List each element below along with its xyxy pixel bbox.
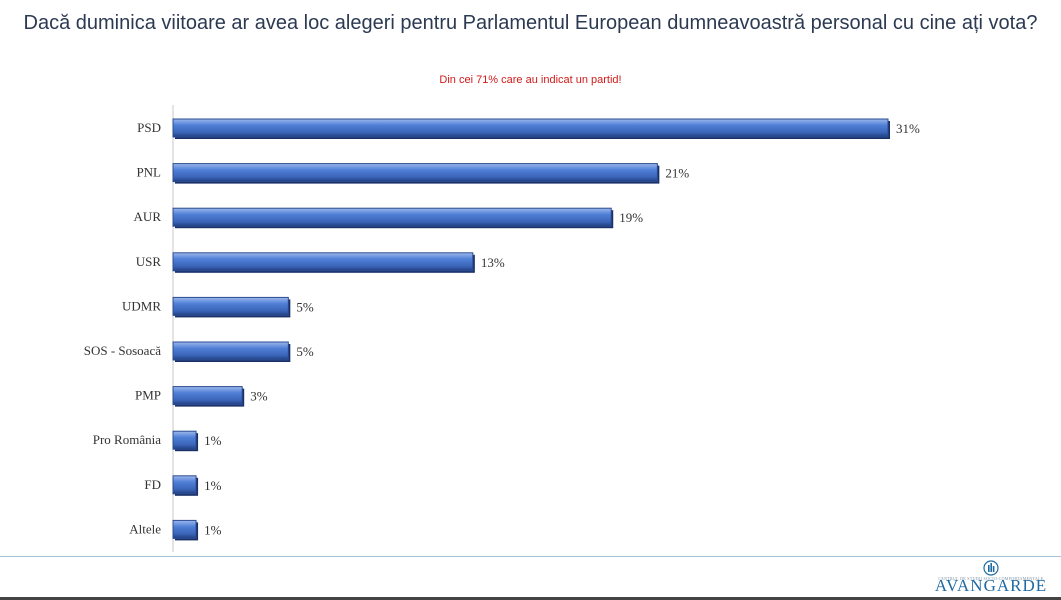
category-label: PSD	[137, 120, 161, 135]
bar-chart: PSD 31% PNL 21% AUR 19% USR 13% UDMR 5% SOS - Soso…	[84, 105, 920, 552]
bar	[172, 386, 243, 406]
category-label: PNL	[136, 165, 161, 180]
category-label: AUR	[134, 209, 162, 224]
category-label: USR	[136, 254, 162, 269]
avangarde-logo: CENTRUL DE STUDII SOCIO-COMPORTAMENTALE …	[931, 560, 1051, 598]
value-label: 31%	[896, 121, 920, 136]
value-label: 1%	[204, 522, 222, 537]
bar	[172, 296, 289, 316]
chart-subtitle: Din cei 71% care au indicat un partid!	[439, 74, 622, 86]
category-label: FD	[144, 477, 161, 492]
logo-text: AVANGARDE	[934, 576, 1048, 595]
value-label: 5%	[296, 299, 314, 314]
bar	[172, 430, 197, 450]
bar	[172, 207, 612, 227]
bar	[172, 163, 658, 183]
logo-mark-icon	[983, 560, 999, 576]
chart-title: Dacă duminica viitoare ar avea loc alege…	[23, 12, 1038, 34]
bottom-border	[0, 597, 1061, 600]
bar	[172, 118, 889, 138]
bar	[172, 475, 197, 495]
category-label: SOS - Sosoacă	[84, 343, 162, 358]
value-label: 5%	[296, 344, 314, 359]
category-label: UDMR	[122, 298, 161, 313]
value-label: 1%	[204, 433, 222, 448]
logo-tagline: CENTRUL DE STUDII SOCIO-COMPORTAMENTALE	[938, 576, 1044, 581]
bar	[172, 341, 289, 361]
bar	[172, 252, 474, 272]
value-label: 19%	[619, 210, 643, 225]
value-label: 13%	[481, 255, 505, 270]
category-label: PMP	[135, 388, 161, 403]
bar	[172, 519, 197, 539]
value-label: 21%	[665, 166, 689, 181]
category-label: Altele	[129, 521, 161, 536]
value-label: 1%	[204, 478, 222, 493]
value-label: 3%	[250, 389, 268, 404]
footer-divider	[0, 556, 1061, 557]
category-label: Pro România	[93, 432, 161, 447]
